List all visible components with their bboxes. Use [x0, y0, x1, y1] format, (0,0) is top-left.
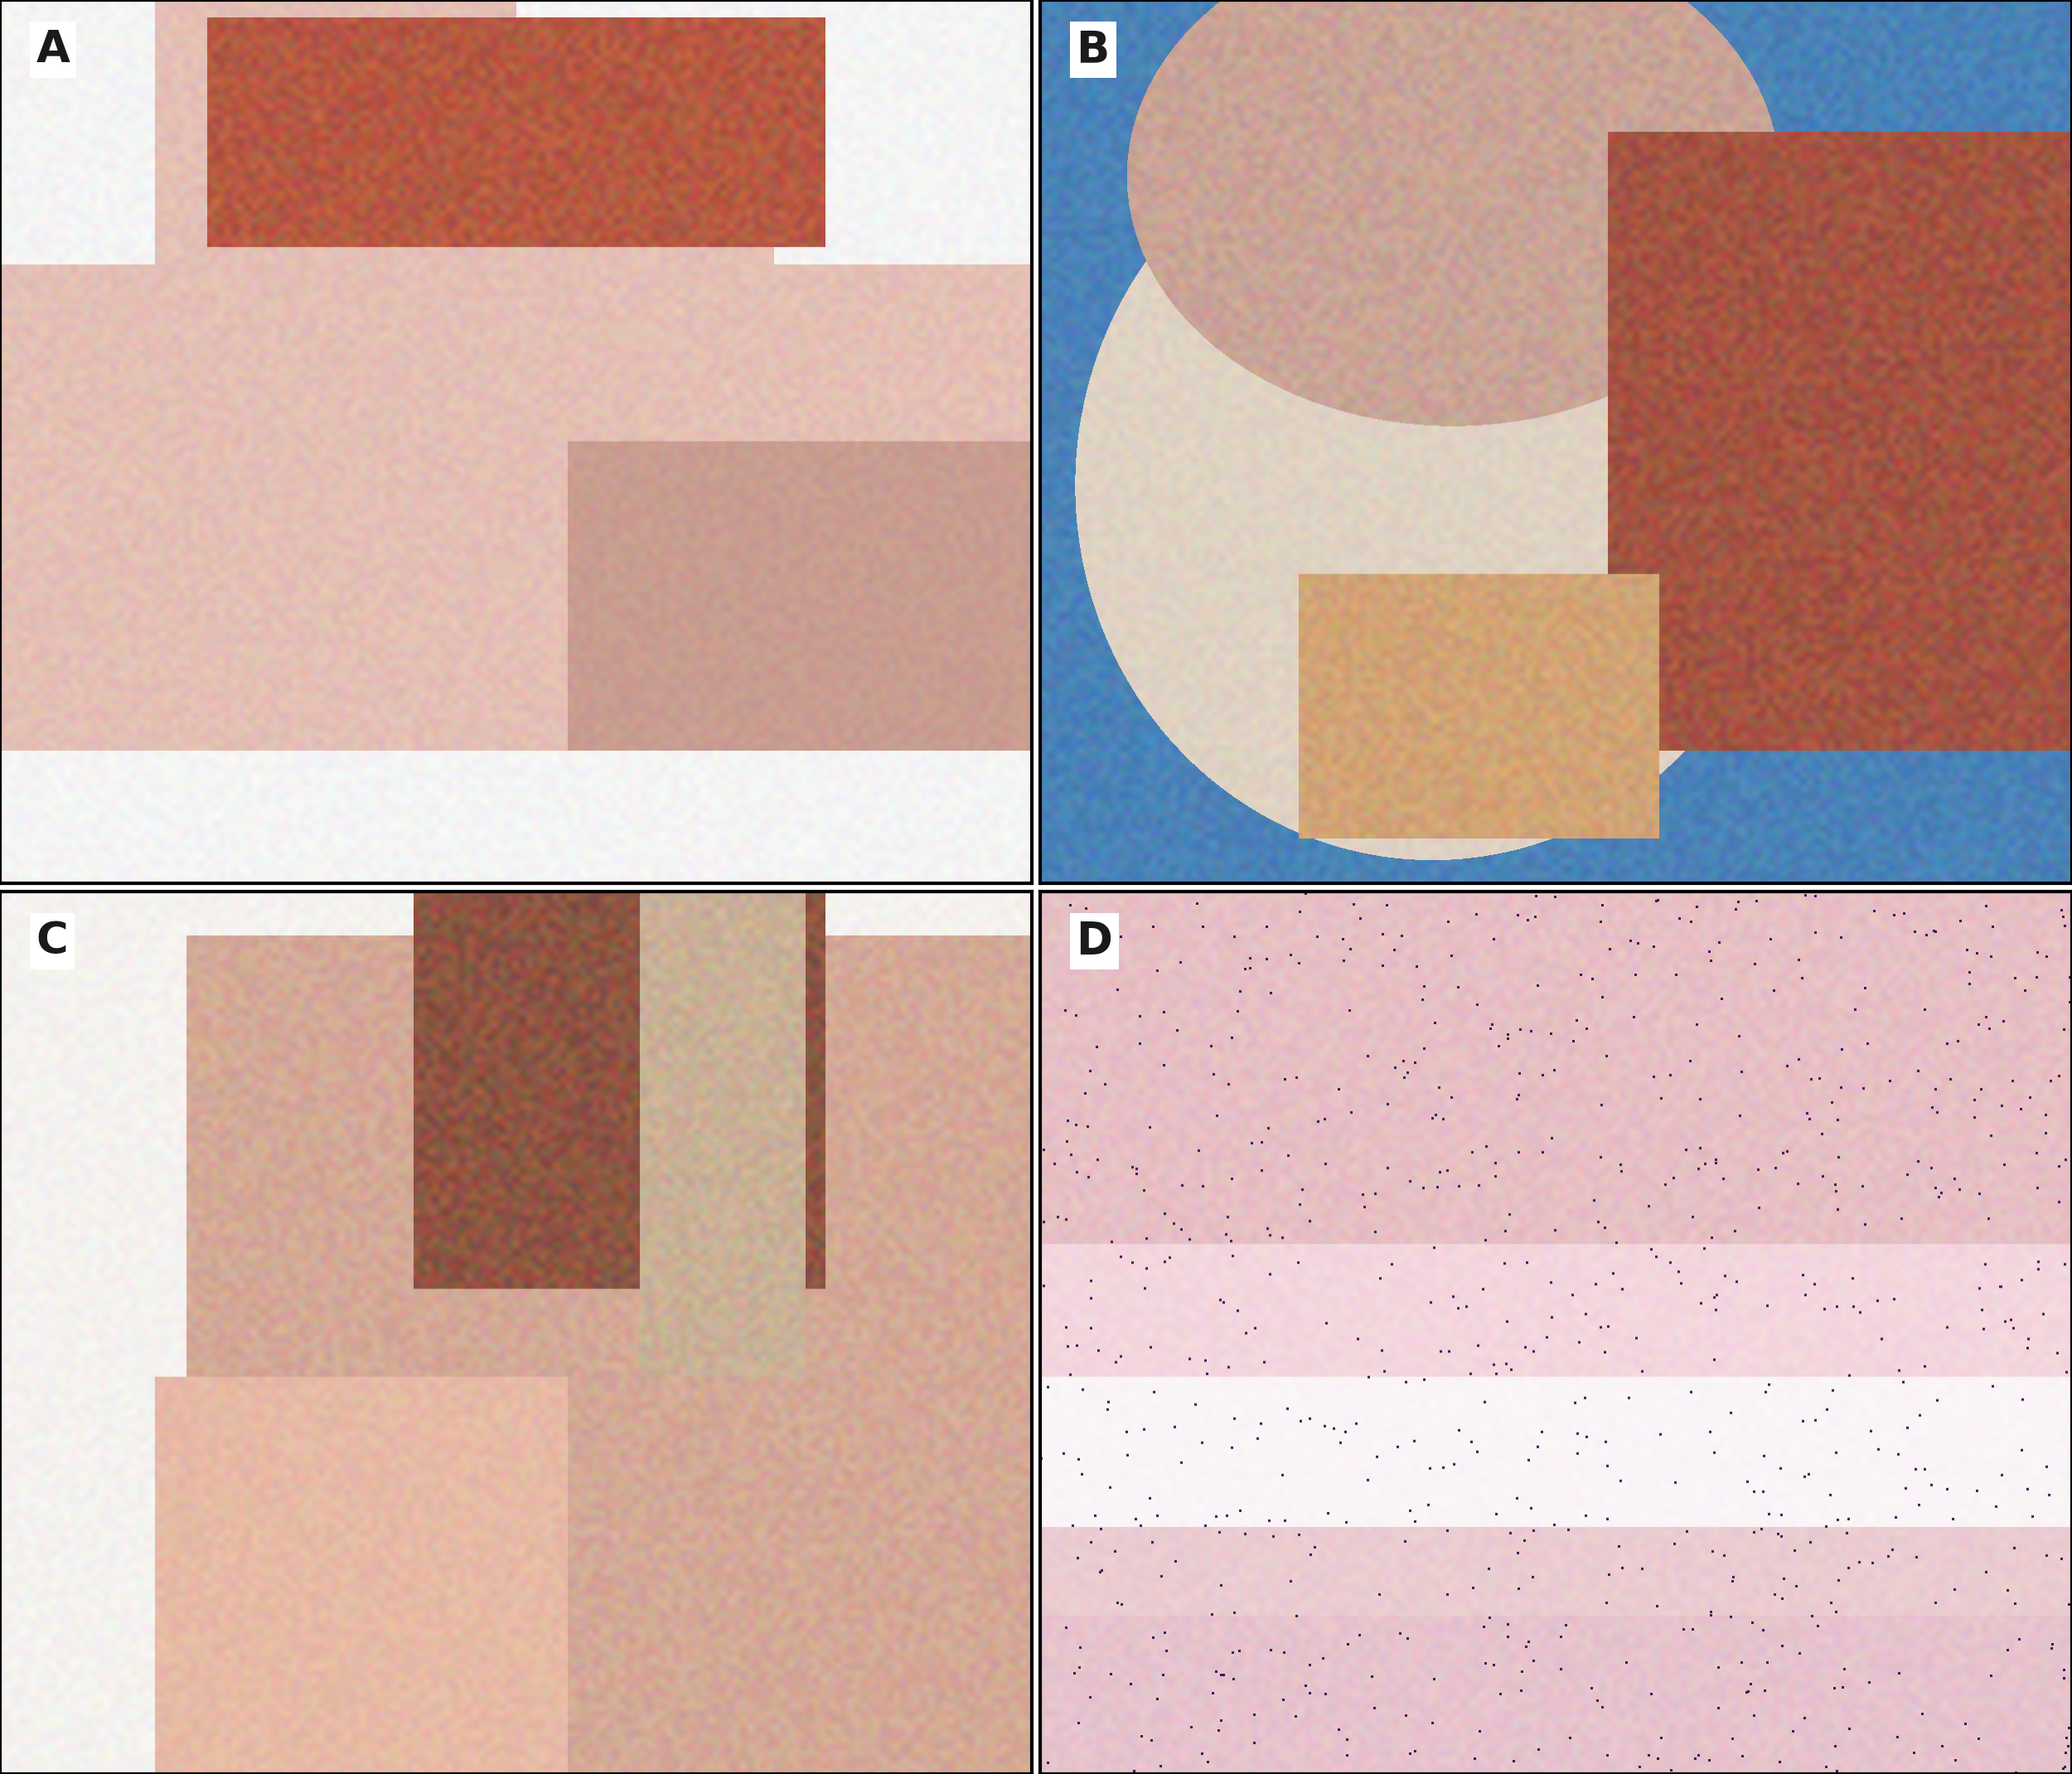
- Text: D: D: [1075, 919, 1113, 963]
- Text: C: C: [35, 919, 68, 963]
- Text: B: B: [1075, 28, 1111, 71]
- Text: A: A: [35, 28, 70, 71]
